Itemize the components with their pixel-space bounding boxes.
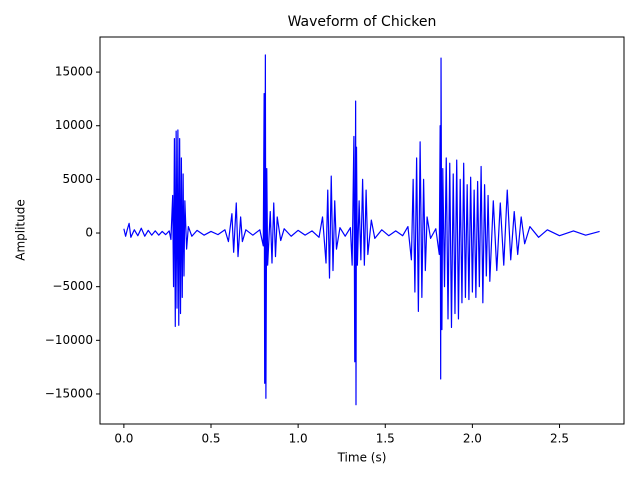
- x-tick-label: 0.5: [201, 432, 220, 446]
- y-tick-label: 15000: [55, 65, 93, 79]
- y-tick-label: 5000: [62, 172, 93, 186]
- y-tick-label: −5000: [52, 279, 93, 293]
- x-tick-label: 1.5: [376, 432, 395, 446]
- y-tick-label: −15000: [45, 386, 93, 400]
- y-tick-label: 0: [85, 226, 93, 240]
- x-tick-label: 0.0: [114, 432, 133, 446]
- x-tick-label: 2.0: [463, 432, 482, 446]
- y-tick-label: 10000: [55, 118, 93, 132]
- waveform-line: [123, 54, 600, 406]
- x-axis-label: Time (s): [337, 451, 387, 465]
- chart-title: Waveform of Chicken: [288, 14, 437, 30]
- y-axis-label: Amplitude: [14, 199, 28, 261]
- x-tick-label: 1.0: [289, 432, 308, 446]
- y-tick-label: −10000: [45, 333, 93, 347]
- x-tick-label: 2.5: [550, 432, 569, 446]
- plot-frame: [99, 36, 625, 425]
